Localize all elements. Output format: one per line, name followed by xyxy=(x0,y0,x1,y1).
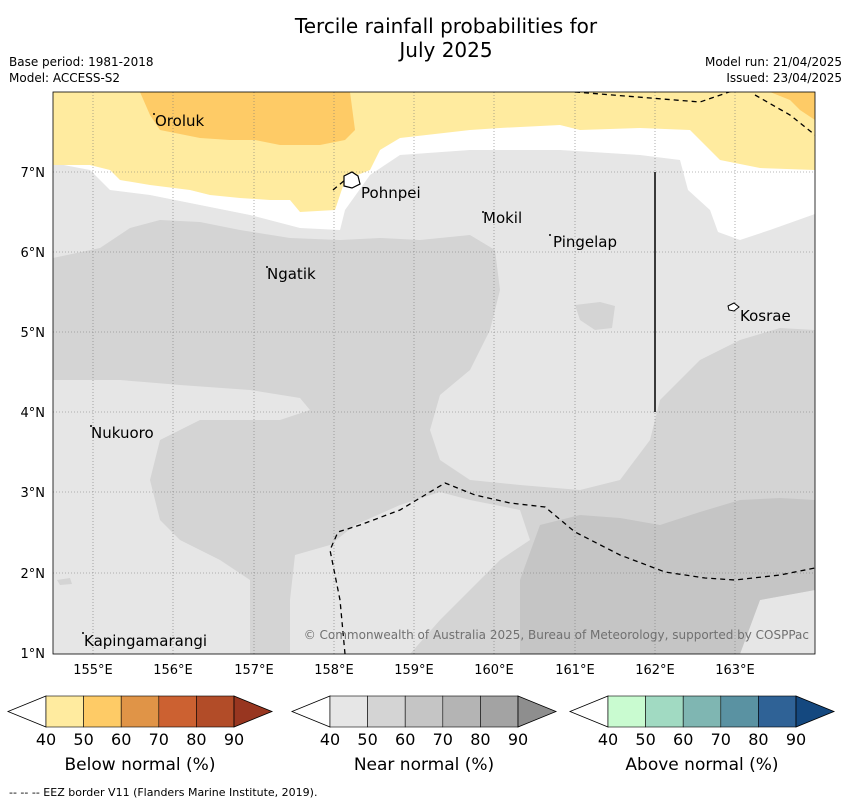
place-label-ngatik: Ngatik xyxy=(267,265,316,283)
colorbar-under-arrow xyxy=(290,695,331,728)
title-line-2: July 2025 xyxy=(399,38,493,62)
colorbar-caption-near: Near normal (%) xyxy=(353,755,495,775)
colorbar-tick-label: 90 xyxy=(507,730,529,749)
lat-tick: 5°N xyxy=(21,326,46,341)
colorbar-segment xyxy=(758,695,797,728)
lon-tick: 155°E xyxy=(73,663,113,678)
place-label-kapingamarangi: Kapingamarangi xyxy=(84,632,207,650)
colorbar-tick-label: 90 xyxy=(785,730,807,749)
place-label-kosrae: Kosrae xyxy=(740,307,791,325)
pohnpei-island xyxy=(343,171,361,189)
title-line-1: Tercile rainfall probabilities for xyxy=(294,14,598,38)
colorbar-tick-label: 50 xyxy=(357,730,378,749)
lon-tick: 156°E xyxy=(153,663,193,678)
place-label-oroluk: Oroluk xyxy=(155,112,204,130)
place-label-nukuoro: Nukuoro xyxy=(91,424,154,442)
below-normal-50-region xyxy=(140,92,355,145)
colorbar-segment xyxy=(720,695,759,728)
colorbar-segment xyxy=(158,695,197,728)
colorbar-tick-label: 40 xyxy=(597,730,619,749)
colorbar-under-arrow xyxy=(6,695,47,728)
colorbar-tick-label: 50 xyxy=(73,730,94,749)
lon-tick: 159°E xyxy=(394,663,434,678)
model-run: Model run: 21/04/2025 xyxy=(704,55,842,69)
colorbar-under-arrow xyxy=(568,695,609,728)
colorbar-segment xyxy=(367,695,406,728)
model-name: Model: ACCESS-S2 xyxy=(9,71,121,85)
colorbar-segment xyxy=(404,695,444,728)
issued-date: Issued: 23/04/2025 xyxy=(726,71,842,85)
near-normal-50-patch-small xyxy=(345,294,405,318)
colorbar-segment xyxy=(45,695,84,728)
lat-tick: 1°N xyxy=(21,647,46,662)
lon-tick: 162°E xyxy=(635,663,675,678)
colorbar-tick-label: 70 xyxy=(148,730,169,749)
colorbar-tick-label: 60 xyxy=(111,730,132,749)
colorbar-segment xyxy=(329,695,368,728)
colorbar-over-arrow xyxy=(517,695,558,728)
eez-footer-note: -- -- -- EEZ border V11 (Flanders Marine… xyxy=(9,786,318,799)
near-normal-60-region xyxy=(520,498,815,654)
colorbar-segment xyxy=(120,695,160,728)
lon-tick: 157°E xyxy=(234,663,274,678)
meta-left: Base period: 1981-2018 Model: ACCESS-S2 xyxy=(9,54,154,86)
colorbar-segment xyxy=(83,695,122,728)
lon-tick: 163°E xyxy=(715,663,755,678)
lat-tick: 7°N xyxy=(21,166,46,181)
colorbar-segment xyxy=(442,695,481,728)
near-normal-40-patch-left xyxy=(53,380,310,654)
lat-tick: 4°N xyxy=(21,406,46,421)
lat-tick: 6°N xyxy=(21,246,46,261)
colorbar-caption-below: Below normal (%) xyxy=(64,755,216,775)
sea-patch xyxy=(57,578,72,585)
place-label-pohnpei: Pohnpei xyxy=(361,184,421,202)
colorbar-tick-label: 80 xyxy=(470,730,491,749)
near-normal-40-patch-right xyxy=(740,590,815,654)
lat-tick: 2°N xyxy=(21,567,46,582)
lat-tick: 3°N xyxy=(21,486,46,501)
place-label-pingelap: Pingelap xyxy=(553,233,617,251)
eez-borders xyxy=(329,92,815,654)
colorbar-over-arrow xyxy=(795,695,836,728)
colorbar-tick-label: 80 xyxy=(748,730,769,749)
gridlines xyxy=(53,92,815,654)
place-label-mokil: Mokil xyxy=(483,209,522,227)
colorbars xyxy=(6,695,836,728)
map-frame xyxy=(52,91,816,655)
colorbar-segment xyxy=(682,695,722,728)
colorbar-tick-label: 60 xyxy=(395,730,416,749)
colorbar-over-arrow xyxy=(233,695,274,728)
lon-tick: 160°E xyxy=(474,663,514,678)
colorbar-segment xyxy=(607,695,646,728)
lon-tick: 158°E xyxy=(314,663,354,678)
colorbar-segment xyxy=(196,695,235,728)
colorbar-tick-label: 80 xyxy=(186,730,207,749)
colorbar-tick-label: 70 xyxy=(710,730,731,749)
small-atolls xyxy=(82,113,551,634)
colorbar-tick-label: 60 xyxy=(673,730,694,749)
colorbar-segment xyxy=(480,695,519,728)
lon-tick: 161°E xyxy=(555,663,595,678)
meta-right: Model run: 21/04/2025 Issued: 23/04/2025 xyxy=(705,54,842,86)
colorbar-tick-label: 40 xyxy=(319,730,341,749)
colorbar-segment xyxy=(645,695,684,728)
colorbar-tick-label: 50 xyxy=(635,730,656,749)
colorbar-tick-label: 40 xyxy=(35,730,57,749)
colorbar-tick-label: 70 xyxy=(432,730,453,749)
below-normal-50-corner xyxy=(770,92,815,120)
colorbar-caption-above: Above normal (%) xyxy=(625,755,779,775)
map-title: Tercile rainfall probabilities for July … xyxy=(0,14,850,62)
base-period: Base period: 1981-2018 xyxy=(9,55,154,69)
kosrae-island xyxy=(727,302,740,312)
colorbar-tick-label: 90 xyxy=(223,730,245,749)
near-normal-50-patch-small-2 xyxy=(575,302,615,330)
copyright-notice: © Commonwealth of Australia 2025, Bureau… xyxy=(303,628,809,642)
